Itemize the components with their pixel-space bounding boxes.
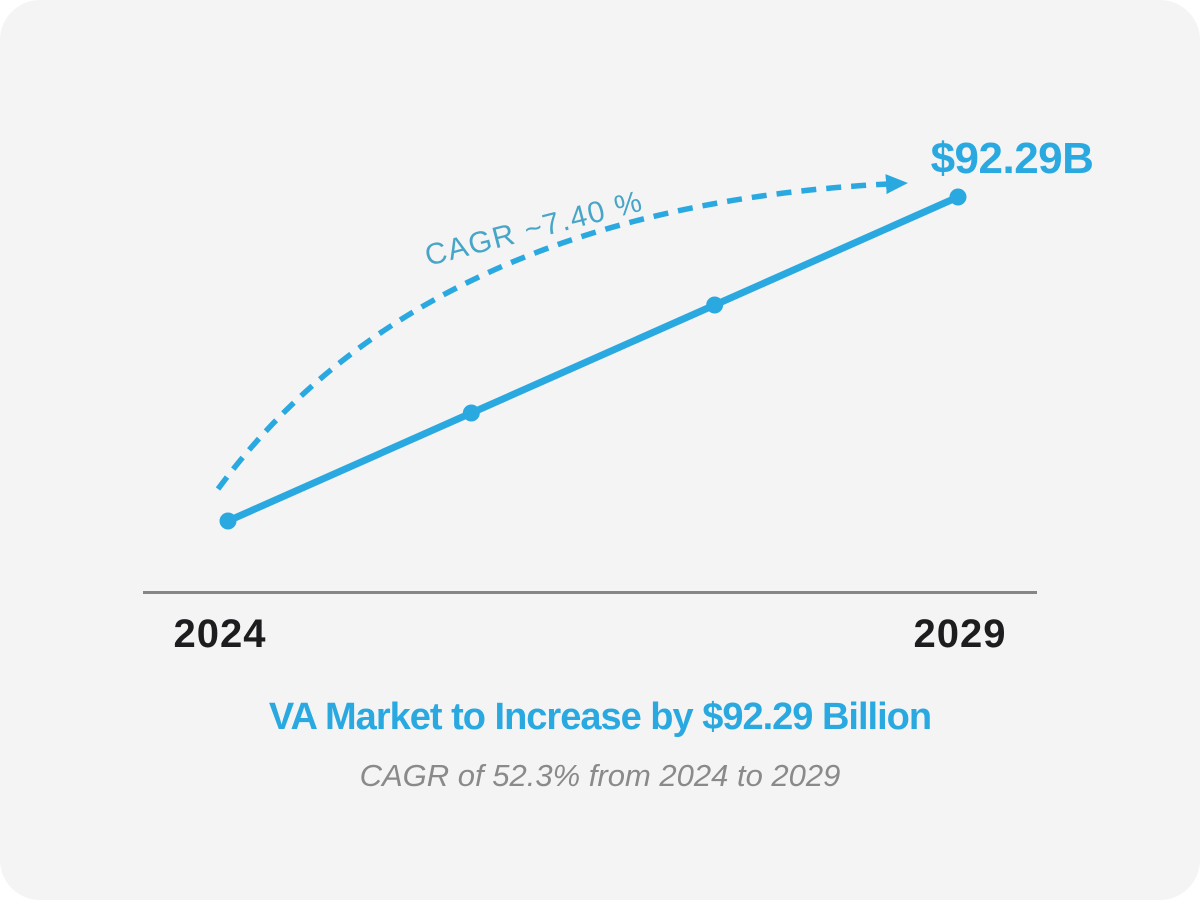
chart-subtitle: CAGR of 52.3% from 2024 to 2029 [359, 758, 841, 793]
x-tick-2029: 2029 [913, 612, 1007, 656]
trend-line [224, 193, 962, 525]
x-tick-2024: 2024 [173, 612, 267, 656]
chart-title: VA Market to Increase by $92.29 Billion [268, 696, 932, 738]
data-points [219, 188, 967, 530]
x-axis-line [143, 591, 1037, 594]
end-value-label: $92.29B [930, 134, 1094, 183]
data-point [462, 404, 480, 422]
data-point [219, 512, 237, 530]
cagr-arrow-curve [215, 174, 908, 491]
data-point [706, 296, 724, 314]
data-point [949, 188, 967, 206]
